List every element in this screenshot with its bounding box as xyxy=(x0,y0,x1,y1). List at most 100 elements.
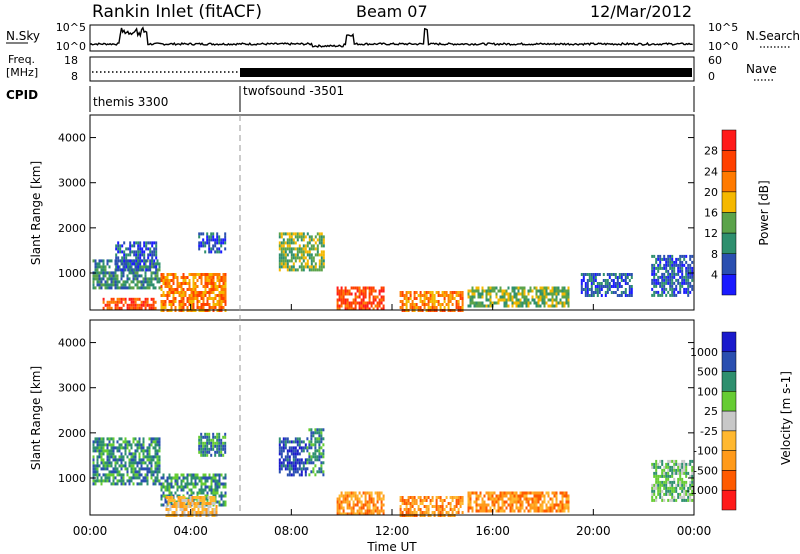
scatter-cell xyxy=(190,303,193,306)
scatter-cell xyxy=(336,304,339,308)
scatter-cell xyxy=(539,509,542,513)
scatter-cell xyxy=(521,503,524,507)
scatter-cell xyxy=(433,511,436,514)
scatter-cell xyxy=(513,289,516,293)
scatter-cell xyxy=(209,496,212,499)
scatter-cell xyxy=(286,268,289,272)
scatter-cell xyxy=(224,444,227,448)
scatter-cell xyxy=(112,274,115,278)
scatter-cell xyxy=(188,482,191,486)
scatter-cell xyxy=(382,304,385,308)
scatter-cell xyxy=(368,506,371,510)
scatter-cell xyxy=(286,241,289,245)
scatter-cell xyxy=(224,294,227,297)
scatter-cell xyxy=(322,437,325,441)
scatter-cell xyxy=(338,497,341,501)
scatter-cell xyxy=(663,474,666,478)
scatter-cell xyxy=(580,279,583,282)
scatter-cell xyxy=(657,480,660,484)
scatter-cell xyxy=(292,238,295,242)
scatter-cell xyxy=(535,304,538,308)
scatter-cell xyxy=(356,295,359,299)
scatter-cell xyxy=(202,241,205,245)
scatter-cell xyxy=(172,276,175,279)
scatter-cell xyxy=(284,467,287,471)
scatter-cell xyxy=(224,482,227,486)
scatter-cell xyxy=(563,506,566,510)
scatter-cell xyxy=(144,467,147,471)
scatter-cell xyxy=(314,262,317,266)
scatter-cell xyxy=(156,443,159,447)
scatter-cell xyxy=(220,494,223,498)
scatter-cell xyxy=(117,265,120,269)
scatter-cell xyxy=(685,492,688,496)
scatter-cell xyxy=(366,512,369,516)
scatter-cell xyxy=(128,440,131,444)
scatter-cell xyxy=(630,273,633,276)
scatter-cell xyxy=(461,291,464,294)
scatter-cell xyxy=(300,232,303,236)
scatter-cell xyxy=(100,286,103,290)
scatter-cell xyxy=(137,262,140,266)
scatter-cell xyxy=(521,295,524,299)
scatter-cell xyxy=(565,295,568,299)
scatter-cell xyxy=(675,260,678,264)
scatter-cell xyxy=(529,301,532,305)
scatter-cell xyxy=(368,491,371,495)
scatter-cell xyxy=(677,492,680,496)
scatter-cell xyxy=(218,273,221,276)
scatter-cell xyxy=(667,459,670,463)
scatter-cell xyxy=(156,262,159,266)
scatter-cell xyxy=(553,491,556,495)
scatter-cell xyxy=(413,511,416,514)
scatter-cell xyxy=(497,506,500,510)
scatter-cell xyxy=(222,441,225,445)
scatter-cell xyxy=(200,444,203,448)
scatter-cell xyxy=(162,291,165,294)
scatter-cell xyxy=(681,459,684,463)
scatter-cell xyxy=(193,511,196,514)
scatter-cell xyxy=(286,467,289,471)
scatter-cell xyxy=(137,241,140,245)
scatter-cell xyxy=(310,268,313,272)
scatter-cell xyxy=(158,467,161,471)
scatter-cell xyxy=(141,247,144,251)
scatter-cell xyxy=(342,289,345,293)
scatter-cell xyxy=(192,300,195,303)
scatter-cell xyxy=(316,238,319,242)
scatter-cell xyxy=(118,286,121,290)
scatter-cell xyxy=(210,238,213,242)
scatter-cell xyxy=(582,276,585,279)
scatter-cell xyxy=(98,452,101,456)
scatter-cell xyxy=(312,443,315,447)
scatter-cell xyxy=(214,244,217,248)
scatter-cell xyxy=(407,511,410,514)
scatter-cell xyxy=(509,494,512,498)
scatter-cell xyxy=(116,262,119,266)
nsky-top-tick: 10^5 xyxy=(56,21,86,34)
scatter-cell xyxy=(665,269,668,273)
scatter-cell xyxy=(202,444,205,448)
scatter-cell xyxy=(180,276,183,279)
scatter-cell xyxy=(320,452,323,456)
scatter-cell xyxy=(545,295,548,299)
scatter-cell xyxy=(207,505,210,508)
scatter-cell xyxy=(598,288,601,291)
scatter-cell xyxy=(306,437,309,441)
scatter-cell xyxy=(158,265,161,269)
scatter-cell xyxy=(121,256,124,260)
scatter-cell xyxy=(563,301,566,305)
scatter-cell xyxy=(679,284,682,288)
scatter-cell xyxy=(151,253,154,257)
scatter-cell xyxy=(495,286,498,290)
scatter-cell xyxy=(557,503,560,507)
colorbar-cell xyxy=(721,371,737,392)
scatter-cell xyxy=(308,235,311,239)
scatter-cell xyxy=(467,506,470,510)
x-tick-label: 08:00 xyxy=(274,524,309,538)
scatter-cell xyxy=(312,431,315,435)
scatter-cell xyxy=(280,464,283,468)
scatter-cell xyxy=(673,269,676,273)
scatter-cell xyxy=(362,512,365,516)
scatter-cell xyxy=(509,497,512,501)
